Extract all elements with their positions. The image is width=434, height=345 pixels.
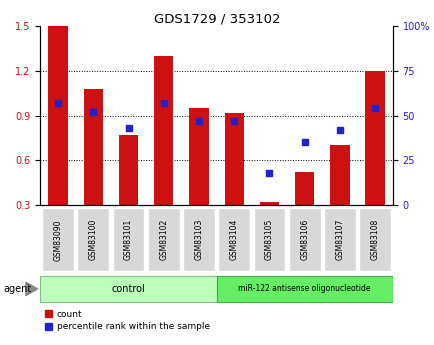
Bar: [189, 108, 208, 205]
Point: [160, 100, 167, 106]
Text: miR-122 antisense oligonucleotide: miR-122 antisense oligonucleotide: [238, 284, 370, 294]
Bar: [329, 146, 349, 205]
Bar: [365, 71, 384, 205]
FancyBboxPatch shape: [42, 208, 74, 271]
Text: GSM83105: GSM83105: [264, 219, 273, 260]
Text: GSM83106: GSM83106: [299, 219, 309, 260]
Text: GSM83108: GSM83108: [370, 219, 379, 260]
Polygon shape: [26, 282, 38, 296]
Text: GSM83101: GSM83101: [124, 219, 133, 260]
Point: [300, 140, 307, 145]
Text: GSM83103: GSM83103: [194, 219, 203, 260]
FancyBboxPatch shape: [216, 276, 392, 302]
Point: [90, 109, 97, 115]
Text: control: control: [112, 284, 145, 294]
Text: GSM83102: GSM83102: [159, 219, 168, 260]
Point: [125, 125, 132, 131]
Point: [195, 118, 202, 124]
Bar: [154, 56, 173, 205]
Legend: count, percentile rank within the sample: count, percentile rank within the sample: [45, 310, 209, 332]
Text: GSM83100: GSM83100: [89, 219, 98, 260]
Text: GSM83107: GSM83107: [335, 219, 344, 260]
Point: [336, 127, 343, 133]
FancyBboxPatch shape: [77, 208, 109, 271]
Bar: [259, 202, 279, 205]
FancyBboxPatch shape: [148, 208, 179, 271]
Text: GSM83090: GSM83090: [53, 219, 62, 260]
Bar: [83, 89, 103, 205]
Text: GDS1729 / 353102: GDS1729 / 353102: [154, 12, 280, 25]
FancyBboxPatch shape: [323, 208, 355, 271]
Bar: [48, 26, 68, 205]
Text: agent: agent: [3, 284, 32, 294]
FancyBboxPatch shape: [218, 208, 250, 271]
Point: [266, 170, 273, 176]
FancyBboxPatch shape: [40, 276, 216, 302]
Bar: [224, 112, 243, 205]
Point: [371, 106, 378, 111]
Text: GSM83104: GSM83104: [229, 219, 238, 260]
FancyBboxPatch shape: [358, 208, 390, 271]
Point: [55, 100, 62, 106]
Point: [230, 118, 237, 124]
Bar: [294, 172, 314, 205]
FancyBboxPatch shape: [253, 208, 285, 271]
FancyBboxPatch shape: [183, 208, 214, 271]
FancyBboxPatch shape: [112, 208, 144, 271]
FancyBboxPatch shape: [288, 208, 320, 271]
Bar: [118, 135, 138, 205]
